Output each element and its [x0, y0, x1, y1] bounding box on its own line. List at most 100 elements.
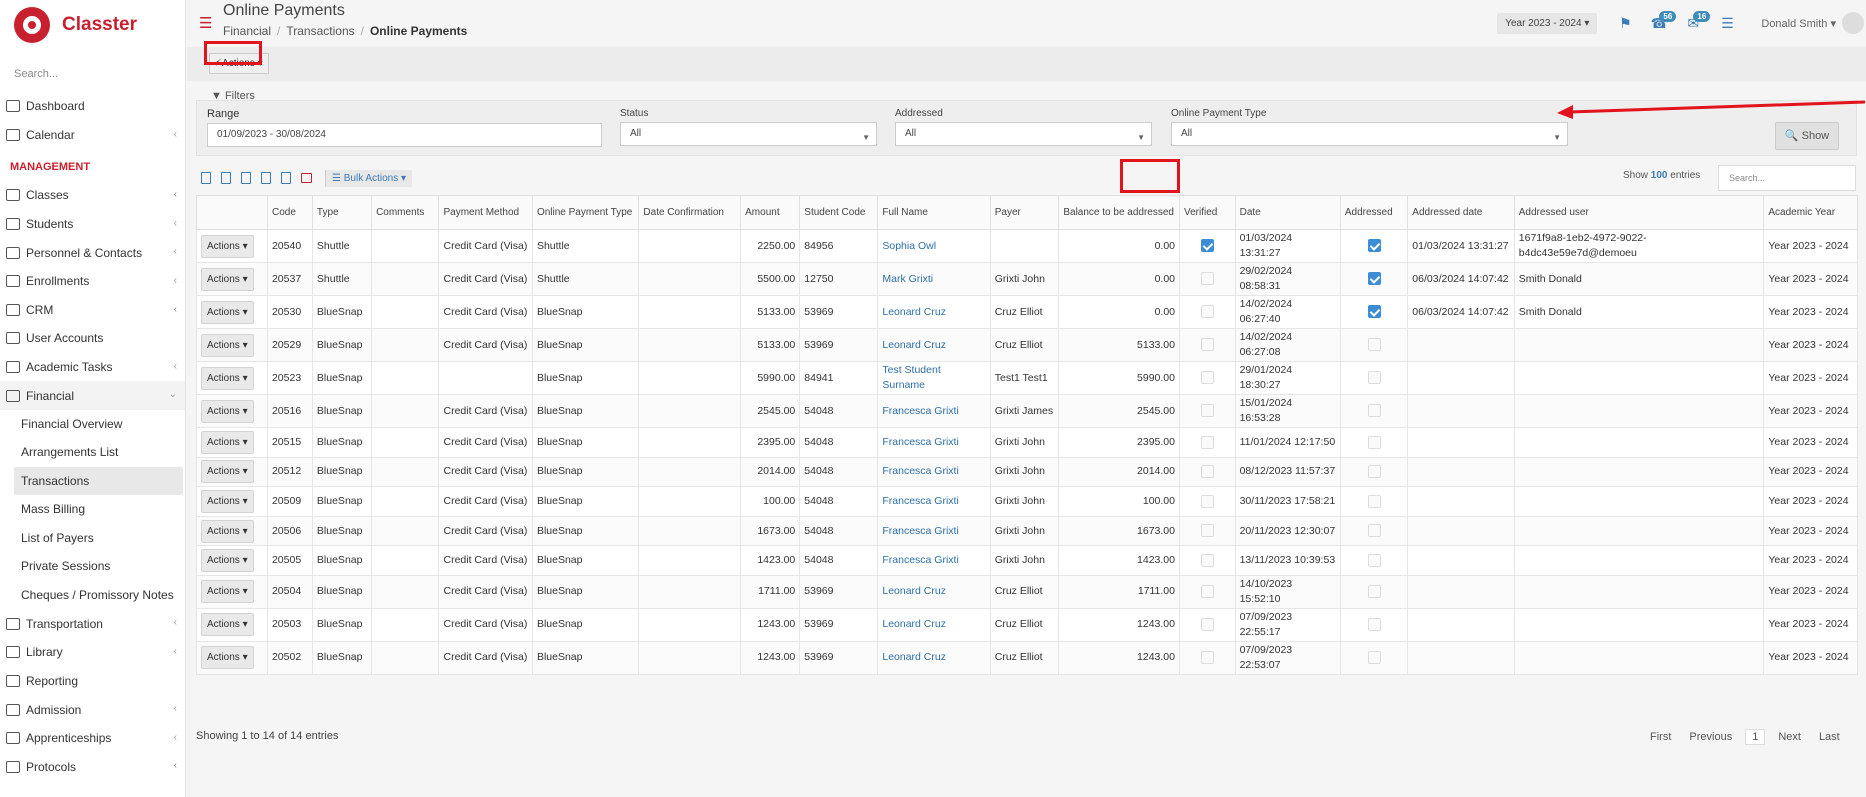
- column-header-code[interactable]: Code: [266, 195, 313, 230]
- menu-toggle-icon[interactable]: ☰: [199, 15, 213, 32]
- copy-icon[interactable]: [261, 172, 271, 184]
- full-name-link[interactable]: Francesca Grixti: [877, 394, 991, 428]
- user-menu[interactable]: Donald Smith ▾: [1761, 17, 1836, 30]
- full-name-link[interactable]: Leonard Cruz: [877, 328, 991, 362]
- row-actions-button[interactable]: Actions ▾: [201, 519, 254, 543]
- sidebar-subitem-transactions[interactable]: Transactions: [14, 466, 183, 496]
- row-actions-button[interactable]: Actions ▾: [201, 613, 254, 637]
- full-name-link[interactable]: Leonard Cruz: [877, 295, 991, 329]
- verified-checkbox[interactable]: [1200, 272, 1214, 286]
- breadcrumb-transactions[interactable]: Transactions: [286, 24, 355, 38]
- status-select[interactable]: All ▼: [620, 122, 877, 146]
- verified-checkbox[interactable]: [1200, 651, 1214, 665]
- verified-checkbox[interactable]: [1200, 524, 1214, 538]
- page-next[interactable]: Next: [1778, 731, 1801, 743]
- sidebar-subitem-mass-billing[interactable]: Mass Billing: [21, 502, 86, 517]
- sidebar-subitem-list-of-payers[interactable]: List of Payers: [21, 530, 94, 545]
- avatar[interactable]: [1842, 12, 1864, 34]
- range-input[interactable]: 01/09/2023 - 30/08/2024: [207, 123, 602, 147]
- column-header-amount[interactable]: Amount: [740, 195, 801, 230]
- addressed-checkbox[interactable]: [1367, 305, 1381, 319]
- full-name-link[interactable]: Leonard Cruz: [877, 607, 991, 642]
- show-button[interactable]: 🔍 Show: [1775, 122, 1839, 150]
- filters-title[interactable]: ▼ Filters: [211, 90, 255, 102]
- row-actions-button[interactable]: Actions ▾: [201, 267, 254, 291]
- sidebar-item-personnel-contacts[interactable]: Personnel & Contacts ‹: [0, 238, 185, 267]
- column-header-actions[interactable]: [196, 195, 268, 230]
- sidebar-item-admission[interactable]: Admission ‹: [0, 695, 185, 724]
- page-current[interactable]: 1: [1745, 729, 1766, 745]
- verified-checkbox[interactable]: [1200, 239, 1214, 253]
- row-actions-button[interactable]: Actions ▾: [201, 234, 254, 258]
- row-actions-button[interactable]: Actions ▾: [201, 399, 254, 423]
- sidebar-subitem-private-sessions[interactable]: Private Sessions: [21, 559, 111, 574]
- verified-checkbox[interactable]: [1200, 338, 1214, 352]
- row-actions-button[interactable]: Actions ▾: [201, 366, 254, 390]
- table-search-input[interactable]: Search...: [1718, 165, 1856, 191]
- column-header-verified[interactable]: Verified: [1179, 195, 1236, 230]
- stop-icon[interactable]: [301, 173, 312, 183]
- page-last[interactable]: Last: [1818, 731, 1840, 743]
- column-header-balance-to-be-addressed[interactable]: Balance to be addressed: [1058, 195, 1180, 230]
- print-icon[interactable]: [201, 172, 211, 184]
- row-actions-button[interactable]: Actions ▾: [201, 549, 254, 573]
- addressed-checkbox[interactable]: [1367, 338, 1381, 352]
- column-header-type[interactable]: Type: [311, 195, 373, 230]
- full-name-link[interactable]: Francesca Grixti: [877, 486, 991, 517]
- column-header-date-confirmation[interactable]: Date Confirmation: [638, 195, 742, 230]
- sidebar-subitem-arrangements-list[interactable]: Arrangements List: [21, 445, 119, 460]
- addressed-checkbox[interactable]: [1367, 404, 1381, 418]
- full-name-link[interactable]: Francesca Grixti: [877, 545, 991, 576]
- addressed-checkbox[interactable]: [1367, 272, 1381, 286]
- column-header-addressed-date[interactable]: Addressed date: [1407, 195, 1515, 230]
- column-header-payer[interactable]: Payer: [989, 195, 1060, 230]
- column-header-payment-method[interactable]: Payment Method: [438, 195, 533, 230]
- sidebar-subitem-financial-overview[interactable]: Financial Overview: [21, 416, 123, 431]
- column-header-date[interactable]: Date: [1234, 195, 1341, 230]
- column-header-online-payment-type[interactable]: Online Payment Type: [531, 195, 640, 230]
- addressed-checkbox[interactable]: [1367, 465, 1381, 479]
- addressed-checkbox[interactable]: [1367, 553, 1381, 567]
- page-previous[interactable]: Previous: [1689, 731, 1733, 743]
- check-icon[interactable]: [281, 172, 291, 184]
- sidebar-item-crm[interactable]: CRM ‹: [0, 296, 185, 325]
- addressed-checkbox[interactable]: [1367, 239, 1381, 253]
- entries-count[interactable]: 100: [1650, 170, 1668, 181]
- entries-selector[interactable]: Show 100 entries: [1623, 170, 1700, 181]
- column-header-addressed[interactable]: Addressed: [1339, 195, 1409, 230]
- verified-checkbox[interactable]: [1200, 404, 1214, 418]
- row-actions-button[interactable]: Actions ▾: [201, 430, 254, 454]
- sidebar-item-enrollments[interactable]: Enrollments ‹: [0, 267, 185, 296]
- layers-icon[interactable]: ☰: [1721, 15, 1734, 31]
- breadcrumb-financial[interactable]: Financial: [223, 24, 272, 38]
- sidebar-item-financial[interactable]: Financial ⌄: [0, 381, 185, 410]
- full-name-link[interactable]: Francesca Grixti: [877, 515, 991, 547]
- addressed-checkbox[interactable]: [1367, 651, 1381, 665]
- sidebar-item-apprenticeships[interactable]: Apprenticeships ‹: [0, 724, 185, 753]
- sidebar-item-students[interactable]: Students ‹: [0, 210, 185, 239]
- full-name-link[interactable]: Test Student Surname: [877, 361, 991, 395]
- year-select[interactable]: Year 2023 - 2024 ▾: [1497, 12, 1598, 34]
- flag-icon[interactable]: ⚑: [1619, 15, 1632, 31]
- bulk-actions-button[interactable]: ☰ Bulk Actions ▾: [325, 169, 413, 187]
- addressed-checkbox[interactable]: [1367, 371, 1381, 385]
- column-header-full-name[interactable]: Full Name: [877, 195, 991, 230]
- excel-icon[interactable]: [241, 172, 251, 184]
- sidebar-item-academic-tasks[interactable]: Academic Tasks ‹: [0, 353, 185, 382]
- sidebar-item-classes[interactable]: Classes ‹: [0, 181, 185, 210]
- addressed-checkbox[interactable]: [1367, 494, 1381, 508]
- verified-checkbox[interactable]: [1200, 371, 1214, 385]
- sidebar-search-input[interactable]: Search...: [14, 68, 59, 80]
- addressed-select[interactable]: All ▼: [895, 122, 1152, 146]
- sidebar-item-reporting[interactable]: Reporting: [0, 667, 185, 696]
- row-actions-button[interactable]: Actions ▾: [201, 489, 254, 513]
- csv-icon[interactable]: [221, 172, 231, 184]
- column-header-comments[interactable]: Comments: [371, 195, 440, 230]
- online-payment-type-select[interactable]: All ▼: [1171, 122, 1568, 146]
- envelope-icon[interactable]: ✉ 16: [1683, 11, 1711, 31]
- row-actions-button[interactable]: Actions ▾: [201, 300, 254, 324]
- sidebar-subitem-cheques-promissory-notes[interactable]: Cheques / Promissory Notes: [21, 587, 174, 602]
- verified-checkbox[interactable]: [1200, 435, 1214, 449]
- page-first[interactable]: First: [1650, 731, 1672, 743]
- column-header-student-code[interactable]: Student Code: [799, 195, 879, 230]
